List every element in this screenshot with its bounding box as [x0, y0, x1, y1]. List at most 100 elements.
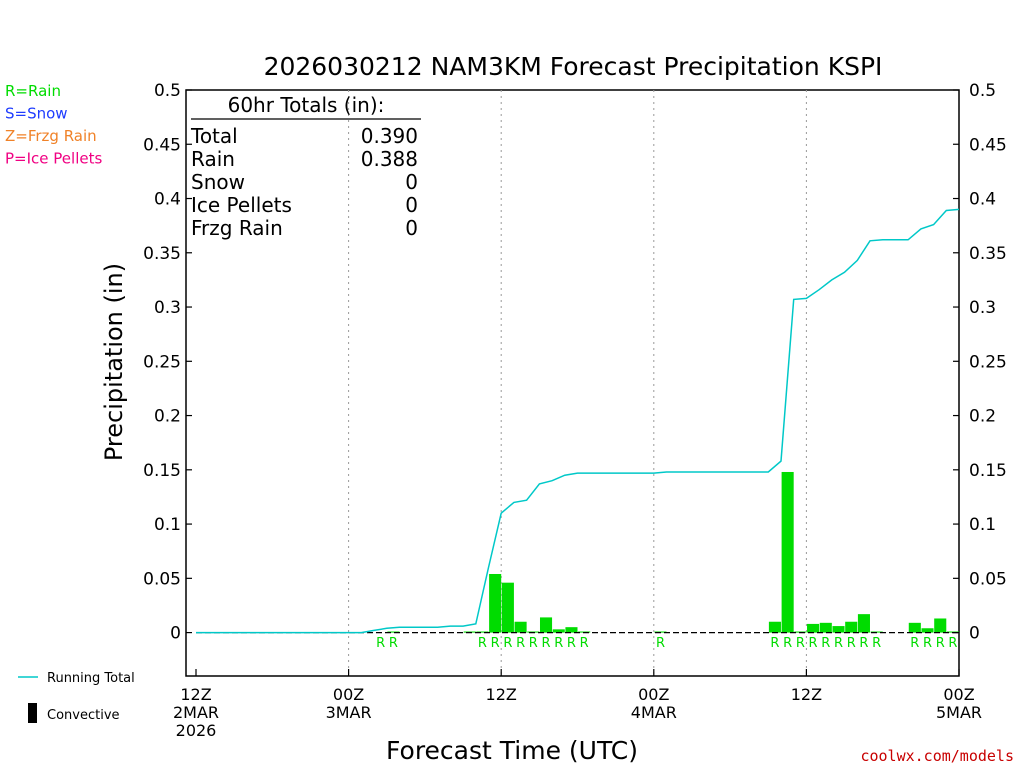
precip-type-mark: R: [554, 636, 563, 651]
totals-row-value: 0.388: [361, 147, 418, 171]
x-tick-label: 00Z: [333, 685, 364, 704]
precip-type-mark: R: [809, 636, 818, 651]
precip-type-mark: R: [770, 636, 779, 651]
y-tick-label-right: 0.4: [969, 190, 996, 210]
y-tick-label-left: 0.05: [143, 569, 181, 589]
precip-type-mark: R: [503, 636, 512, 651]
y-tick-label-right: 0.1: [969, 515, 996, 535]
type-legend-entry: Z=Frzg Rain: [5, 127, 97, 145]
y-tick-label-left: 0.4: [154, 190, 181, 210]
totals-box: 60hr Totals (in): Total 0.390 Rain 0.388 Sno…: [190, 93, 421, 240]
x-tick-label: 3MAR: [326, 703, 372, 722]
type-legend-entry: R=Rain: [5, 82, 61, 100]
precip-type-mark: R: [491, 636, 500, 651]
precip-bar: [857, 614, 870, 633]
convective-legend-label: Convective: [47, 708, 120, 723]
x-tick-label: 12Z: [791, 685, 822, 704]
precip-type-mark: R: [834, 636, 843, 651]
precip-bar: [934, 618, 947, 633]
precip-bar: [387, 631, 400, 633]
credit-text: coolwx.com/models: [860, 747, 1014, 765]
totals-row-value: 0.390: [361, 124, 418, 148]
totals-row-label: Ice Pellets: [191, 193, 292, 217]
precip-type-mark: R: [923, 636, 932, 651]
precip-bar: [832, 626, 845, 633]
x-tick-label: 00Z: [943, 685, 974, 704]
totals-row-value: 0: [405, 170, 418, 194]
precip-bar: [501, 582, 514, 633]
precip-bar: [552, 629, 565, 633]
y-tick-label-left: 0.25: [143, 352, 181, 372]
precip-type-mark: R: [567, 636, 576, 651]
precip-bar: [489, 573, 502, 633]
precip-bar: [908, 622, 921, 633]
y-tick-label-right: 0.45: [969, 135, 1007, 155]
y-tick-label-right: 0.25: [969, 352, 1007, 372]
series-legend: Running Total Convective: [18, 671, 135, 723]
y-axis-label: Precipitation (in): [100, 263, 128, 461]
precip-type-mark: R: [656, 636, 665, 651]
y-tick-label-right: 0.5: [969, 81, 996, 101]
precip-type-mark: R: [389, 636, 398, 651]
y-tick-label-left: 0.5: [154, 81, 181, 101]
precip-type-mark: R: [910, 636, 919, 651]
type-legend-entry: P=Ice Pellets: [5, 150, 102, 168]
precip-type-mark: R: [542, 636, 551, 651]
precip-type-mark: R: [376, 636, 385, 651]
precip-type-mark: R: [821, 636, 830, 651]
precip-bar: [539, 617, 553, 633]
type-legend-entry: S=Snow: [5, 105, 68, 123]
precip-bar: [807, 623, 820, 633]
precip-type-mark: R: [872, 636, 881, 651]
y-tick-label-right: 0.35: [969, 244, 1007, 264]
precip-bar: [476, 631, 489, 633]
chart-title: 2026030212 NAM3KM Forecast Precipitation…: [264, 52, 883, 81]
precip-type-mark: R: [783, 636, 792, 651]
x-tick-label: 12Z: [486, 685, 517, 704]
totals-row-label: Rain: [191, 147, 235, 171]
x-tick-label: 2026: [176, 721, 217, 740]
precip-bar: [514, 621, 527, 633]
x-tick-label: 00Z: [638, 685, 669, 704]
running-total-legend-label: Running Total: [47, 671, 135, 686]
y-tick-label-right: 0.3: [969, 298, 996, 318]
y-tick-label-right: 0.15: [969, 461, 1007, 481]
y-tick-label-left: 0.1: [154, 515, 181, 535]
precip-bar: [768, 621, 781, 633]
convective-legend-swatch: [28, 703, 37, 723]
precip-type-mark: R: [478, 636, 487, 651]
y-axis-ticks: 0 00.05 0.050.1 0.10.15 0.150.2 0.20.25 0.250.…: [143, 81, 1007, 644]
y-tick-label-right: 0: [969, 624, 980, 644]
precip-type-mark: R: [529, 636, 538, 651]
precip-type-mark: R: [847, 636, 856, 651]
y-tick-label-left: 0.15: [143, 461, 181, 481]
y-tick-label-right: 0.05: [969, 569, 1007, 589]
precip-type-mark: R: [516, 636, 525, 651]
x-axis-label: Forecast Time (UTC): [386, 736, 638, 765]
y-tick-label-right: 0.2: [969, 407, 996, 427]
x-tick-label: 12Z: [180, 685, 211, 704]
precip-bar: [921, 628, 934, 633]
bar-series: [387, 471, 959, 633]
y-tick-label-left: 0.2: [154, 407, 181, 427]
totals-row-label: Frzg Rain: [191, 216, 283, 240]
vertical-grid: [348, 90, 807, 676]
precip-type-mark: R: [948, 636, 957, 651]
precip-bar: [819, 622, 832, 633]
precip-type-legend: R=Rain S=Snow Z=Frzg Rain P=Ice Pellets: [5, 82, 102, 168]
y-tick-label-left: 0.45: [143, 135, 181, 155]
precip-bar: [565, 627, 578, 633]
x-tick-label: 4MAR: [631, 703, 677, 722]
x-tick-label: 2MAR: [173, 703, 219, 722]
y-tick-label-left: 0.3: [154, 298, 181, 318]
totals-row-label: Total: [190, 124, 238, 148]
precip-type-mark: R: [580, 636, 589, 651]
x-tick-label: 5MAR: [936, 703, 982, 722]
totals-row-label: Snow: [191, 170, 245, 194]
totals-row-value: 0: [405, 216, 418, 240]
precip-type-mark: R: [796, 636, 805, 651]
totals-row-value: 0: [405, 193, 418, 217]
y-tick-label-left: 0: [170, 624, 181, 644]
